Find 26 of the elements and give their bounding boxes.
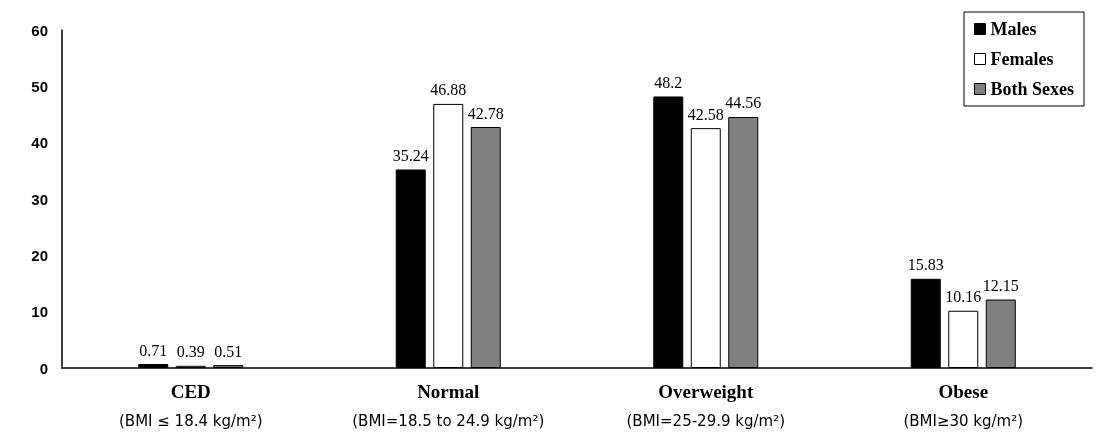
y-tick-label: 10 <box>31 303 48 321</box>
x-tick-label: Overweight (BMI=25-29.9 kg/m²) <box>626 380 785 430</box>
legend-label: Females <box>990 49 1054 69</box>
data-label: 42.78 <box>467 104 504 122</box>
y-tick-label: 50 <box>31 77 48 95</box>
x-tick-label: Obese (BMI≥30 kg/m²) <box>903 380 1024 430</box>
data-label: 0.39 <box>176 343 205 361</box>
legend-label: Both Sexes <box>990 79 1075 99</box>
y-tick-label: 0 <box>39 359 48 377</box>
data-label: 12.15 <box>982 277 1019 295</box>
y-tick-label: 30 <box>31 190 48 208</box>
data-label: 44.56 <box>725 94 762 112</box>
y-tick-label: 20 <box>31 246 48 264</box>
data-label: 0.51 <box>214 342 243 360</box>
data-label: 46.88 <box>430 81 467 99</box>
data-label: 0.71 <box>139 341 168 359</box>
data-label: 35.24 <box>392 146 429 164</box>
data-label: 42.58 <box>687 105 724 123</box>
data-label: 15.83 <box>907 256 944 274</box>
legend-label: Males <box>990 19 1037 39</box>
data-label: 48.2 <box>654 73 683 91</box>
y-tick-label: 60 <box>31 21 48 39</box>
x-tick-label: CED (BMI ≤ 18.4 kg/m²) <box>118 380 263 430</box>
x-tick-label: Normal (BMI=18.5 to 24.9 kg/m²) <box>352 380 545 430</box>
data-label: 10.16 <box>945 288 982 306</box>
y-tick-label: 40 <box>31 134 48 152</box>
